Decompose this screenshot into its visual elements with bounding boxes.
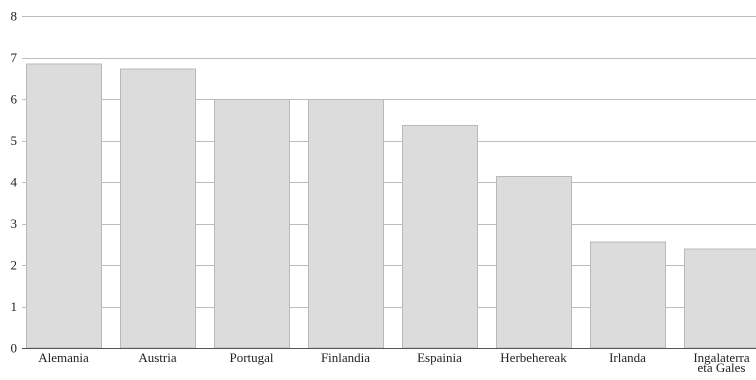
y-tick-label: 5 bbox=[11, 133, 18, 148]
y-tick-label: 4 bbox=[11, 175, 18, 190]
y-tick-label: 8 bbox=[11, 9, 18, 24]
y-axis-tick-labels: 0 1 2 3 4 5 6 7 8 bbox=[11, 9, 18, 356]
bar bbox=[120, 68, 196, 349]
bar bbox=[496, 175, 572, 349]
bar bbox=[214, 99, 290, 349]
x-category-label: Espainia bbox=[417, 350, 462, 365]
bar bbox=[590, 241, 666, 349]
y-tick-label: 0 bbox=[11, 341, 18, 356]
x-category-label: Austria bbox=[138, 350, 177, 365]
y-tick-label: 3 bbox=[11, 216, 18, 231]
bar bbox=[308, 99, 384, 349]
y-tick-label: 1 bbox=[11, 299, 18, 314]
bar bbox=[684, 248, 756, 349]
bar bbox=[402, 125, 478, 349]
x-category-label: Finlandia bbox=[321, 350, 370, 365]
x-category-label: Ingalaterra bbox=[693, 350, 750, 365]
x-category-label: Portugal bbox=[229, 350, 273, 365]
y-tick-label: 6 bbox=[11, 92, 18, 107]
y-tick-label: 7 bbox=[11, 50, 18, 65]
y-tick-label: 2 bbox=[11, 258, 18, 273]
x-category-label: eta Gales bbox=[697, 360, 745, 375]
x-category-label: Alemania bbox=[38, 350, 89, 365]
x-category-label: Herbehereak bbox=[500, 350, 567, 365]
x-axis-category-labels: Alemania Austria Portugal Finlandia Espainia… bbox=[38, 350, 750, 375]
bar bbox=[26, 63, 102, 349]
x-category-label: Irlanda bbox=[609, 350, 646, 365]
bars bbox=[26, 63, 756, 349]
